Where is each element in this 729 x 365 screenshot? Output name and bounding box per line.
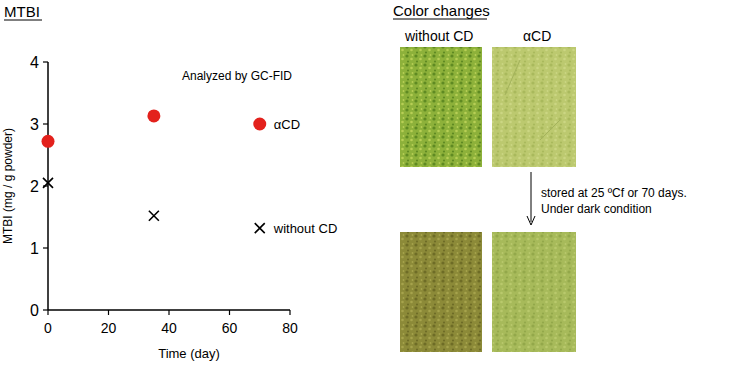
figure: MTBI01234020406080Time (day)MTBI (mg / g…: [0, 0, 729, 365]
x-tick-label: 60: [222, 320, 238, 336]
y-tick-label: 1: [30, 240, 39, 257]
point-x: [43, 178, 53, 188]
arrow-shaft: [531, 172, 532, 222]
annotation: Analyzed by GC-FID: [182, 69, 292, 83]
point-x: [255, 223, 265, 233]
chart-title: MTBI: [4, 3, 40, 20]
photo-label: without CD: [404, 28, 473, 44]
point: [253, 118, 266, 131]
annotation: stored at 25 ºCf or 70 days.: [541, 186, 687, 200]
photo: [400, 232, 482, 352]
y-tick-label: 4: [30, 54, 39, 71]
photo-label: αCD: [523, 28, 551, 44]
y-tick-label: 0: [30, 302, 39, 319]
point: [42, 135, 55, 148]
x-tick: [47, 310, 48, 315]
series-label: αCD: [274, 117, 300, 132]
y-tick: [43, 247, 48, 248]
x-tick-label: 20: [101, 320, 117, 336]
x-axis-label: Time (day): [158, 346, 220, 361]
x-tick-label: 40: [161, 320, 177, 336]
series: [43, 178, 265, 233]
y-tick: [43, 309, 48, 310]
x-tick: [168, 310, 169, 315]
photo: [492, 232, 576, 352]
photo: [492, 47, 576, 167]
y-tick: [43, 123, 48, 124]
x-tick: [108, 310, 109, 315]
annotation: Under dark condition: [541, 202, 652, 216]
panel-title: Color changes: [393, 2, 490, 19]
y-tick-label: 2: [30, 178, 39, 195]
title-underline: [4, 20, 42, 21]
y-axis-label: MTBI (mg / g powder): [1, 128, 15, 244]
x-tick-label: 80: [282, 320, 298, 336]
x-tick: [289, 310, 290, 315]
y-tick-label: 3: [30, 116, 39, 133]
point: [147, 109, 160, 122]
panel-title-underline: [393, 19, 487, 20]
x-tick-label: 0: [44, 320, 52, 336]
plot-area: [42, 109, 267, 233]
x-tick: [229, 310, 230, 315]
point-x: [149, 211, 159, 221]
photo-crease: [505, 60, 560, 140]
arrow-head: [527, 216, 535, 225]
series-label: without CD: [273, 221, 338, 236]
photo: [400, 47, 482, 167]
series: [42, 109, 267, 147]
y-tick: [43, 61, 48, 62]
